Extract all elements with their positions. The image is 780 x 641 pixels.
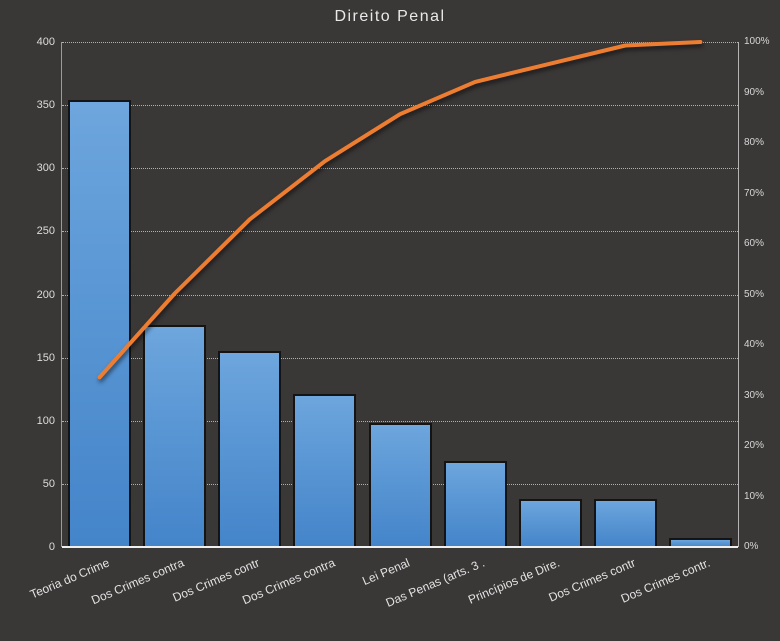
gridline <box>62 168 738 170</box>
y-axis-tick-label: 200 <box>36 288 55 301</box>
chart-title: Direito Penal <box>334 8 446 25</box>
gridline <box>62 294 738 296</box>
percent-tick-label: 90% <box>744 86 765 98</box>
percent-tick-label: 70% <box>744 187 765 199</box>
gridline <box>62 231 738 233</box>
percent-tick-label: 100% <box>744 36 770 47</box>
bar <box>368 423 432 547</box>
bar <box>68 100 132 547</box>
bar <box>293 394 357 547</box>
bar <box>593 499 657 547</box>
x-axis-line <box>62 546 738 548</box>
bar <box>518 499 582 547</box>
percent-tick-label: 40% <box>744 339 765 350</box>
percent-tick-label: 80% <box>744 137 765 148</box>
percent-tick-label: 50% <box>744 288 765 300</box>
y-axis-right-labels: 0% 10% 20% 30% 40% 50% 60% 70% 80% 90% 100% <box>744 36 780 552</box>
category-label: Lei Penal <box>360 555 412 588</box>
y-axis-tick-label: 50 <box>42 477 55 490</box>
percent-tick-label: 20% <box>744 440 765 451</box>
cumulative-line <box>97 40 703 380</box>
gridline <box>62 357 738 359</box>
gridline <box>62 105 738 107</box>
percent-tick-label: 0% <box>744 541 759 552</box>
y-axis-tick-label: 300 <box>36 162 55 175</box>
y-axis-tick-label: 100 <box>36 414 55 427</box>
y-axis-tick-label: 150 <box>36 351 55 364</box>
bar <box>668 538 732 547</box>
bar <box>143 325 207 547</box>
y-axis-tick-label: 0 <box>48 541 55 553</box>
x-axis-category-labels: Teoria do Crime Dos Crimes contra Dos Crim… <box>28 555 737 641</box>
bar <box>443 461 507 547</box>
cumulative-line-layer <box>97 40 703 380</box>
y-axis-tick-label: 350 <box>36 99 55 112</box>
percent-tick-label: 60% <box>744 238 765 249</box>
y-axis-tick-label: 400 <box>36 36 55 48</box>
gridline <box>62 42 738 43</box>
y-axis-tick-label: 250 <box>36 225 55 238</box>
y-axis-left-labels: 0 50 100 150 200 250 300 350 400 <box>0 36 55 553</box>
plot-area <box>61 40 739 548</box>
bar <box>218 351 282 547</box>
percent-tick-label: 10% <box>744 490 765 502</box>
percent-tick-label: 30% <box>744 389 765 401</box>
gridline <box>62 420 738 422</box>
